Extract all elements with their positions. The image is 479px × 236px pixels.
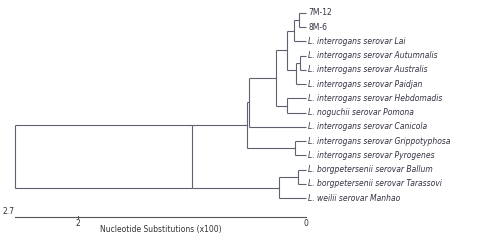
Text: L. interrogans serovar Lai: L. interrogans serovar Lai [308, 37, 406, 46]
Text: L. borgpetersenii serovar Tarassovi: L. borgpetersenii serovar Tarassovi [308, 179, 442, 189]
Text: L. interrogans serovar Australis: L. interrogans serovar Australis [308, 65, 428, 74]
Text: 7M-12: 7M-12 [308, 8, 332, 17]
Text: L. borgpetersenii serovar Ballum: L. borgpetersenii serovar Ballum [308, 165, 433, 174]
Text: L. interrogans serovar Autumnalis: L. interrogans serovar Autumnalis [308, 51, 438, 60]
Text: 2.7: 2.7 [2, 206, 14, 216]
Text: L. interrogans serovar Pyrogenes: L. interrogans serovar Pyrogenes [308, 151, 435, 160]
Text: L. interrogans serovar Paidjan: L. interrogans serovar Paidjan [308, 80, 423, 88]
Text: L. interrogans serovar Grippotyphosa: L. interrogans serovar Grippotyphosa [308, 137, 451, 146]
Text: 2: 2 [76, 219, 80, 228]
Text: L. noguchii serovar Pomona: L. noguchii serovar Pomona [308, 108, 414, 117]
Text: Nucleotide Substitutions (x100): Nucleotide Substitutions (x100) [100, 225, 222, 234]
Text: 0: 0 [304, 219, 308, 228]
Text: 8M-6: 8M-6 [308, 23, 328, 32]
Text: L. weilii serovar Manhao: L. weilii serovar Manhao [308, 194, 400, 203]
Text: L. interrogans serovar Hebdomadis: L. interrogans serovar Hebdomadis [308, 94, 443, 103]
Text: L. interrogans serovar Canicola: L. interrogans serovar Canicola [308, 122, 428, 131]
